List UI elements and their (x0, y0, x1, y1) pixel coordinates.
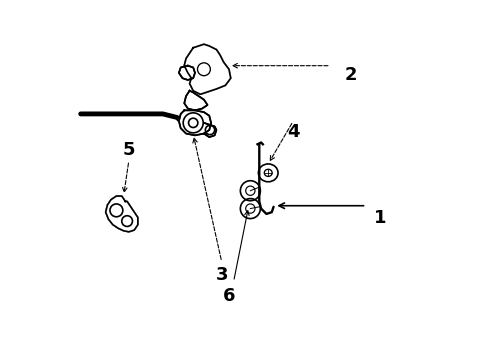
Polygon shape (204, 123, 217, 137)
Polygon shape (184, 91, 207, 111)
Polygon shape (179, 66, 195, 80)
Polygon shape (179, 111, 211, 135)
Text: 1: 1 (373, 208, 386, 226)
Text: 2: 2 (345, 66, 358, 84)
Text: 4: 4 (287, 123, 299, 141)
Text: 3: 3 (216, 266, 228, 284)
Polygon shape (106, 196, 138, 232)
Polygon shape (184, 44, 231, 94)
Text: 6: 6 (222, 287, 235, 305)
Text: 5: 5 (122, 141, 135, 159)
